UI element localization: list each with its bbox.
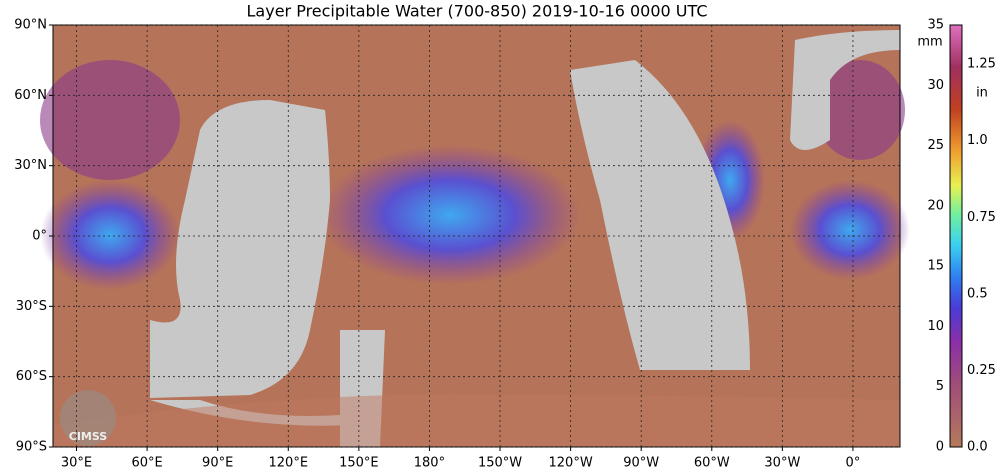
x-tick-label: 150°W xyxy=(478,456,522,471)
title: Layer Precipitable Water (700-850) 2019-… xyxy=(247,2,708,21)
colorbar-second-tick-label: 0.25 xyxy=(967,363,996,378)
colorbar-second-tick-label: 0.75 xyxy=(967,210,996,225)
colorbar-second-tick-label: 0.0 xyxy=(967,440,988,455)
y-tick-label: 90°N xyxy=(14,18,47,33)
x-tick-label: 30°W xyxy=(764,456,800,471)
colorbar-second-tick-label: 1.25 xyxy=(967,57,996,72)
colorbar-second-tick-label: 0.5 xyxy=(967,286,988,301)
y-tick-label: 30°S xyxy=(16,299,47,314)
x-tick-label: 150°E xyxy=(339,456,379,471)
logo-text: CIMSS xyxy=(69,430,108,443)
y-tick-label: 0° xyxy=(32,229,47,244)
x-tick-label: 0° xyxy=(846,456,861,471)
x-tick-label: 180° xyxy=(414,456,445,471)
y-tick-label: 60°N xyxy=(14,88,47,103)
colorbar-tick-label: 35 xyxy=(927,18,944,33)
colorbar-tick-label: 5 xyxy=(936,379,944,394)
cimss-logo: CIMSS xyxy=(60,390,116,446)
x-tick-label: 90°E xyxy=(202,456,233,471)
x-tick-label: 120°W xyxy=(549,456,593,471)
colorbar-second-tick-label: 1.0 xyxy=(967,133,988,148)
colorbar-second-label: in xyxy=(976,86,988,101)
x-tick-label: 90°W xyxy=(623,456,659,471)
y-tick-label: 30°N xyxy=(14,158,47,173)
colorbar xyxy=(949,24,963,448)
colorbar-tick-label: 0 xyxy=(936,440,944,455)
colorbar-tick-label: 10 xyxy=(927,319,944,334)
colorbar-tick-label: 30 xyxy=(927,78,944,93)
x-tick-label: 30°E xyxy=(61,456,92,471)
y-tick-label: 60°S xyxy=(16,369,47,384)
colorbar-label: mm xyxy=(917,35,942,50)
x-tick-label: 120°E xyxy=(269,456,309,471)
x-tick-label: 60°E xyxy=(131,456,162,471)
colorbar-tick-label: 15 xyxy=(927,259,944,274)
x-tick-label: 60°W xyxy=(694,456,730,471)
y-tick-label: 90°S xyxy=(16,440,47,455)
colorbar-tick-label: 25 xyxy=(927,138,944,153)
colorbar-tick-label: 20 xyxy=(927,198,944,213)
